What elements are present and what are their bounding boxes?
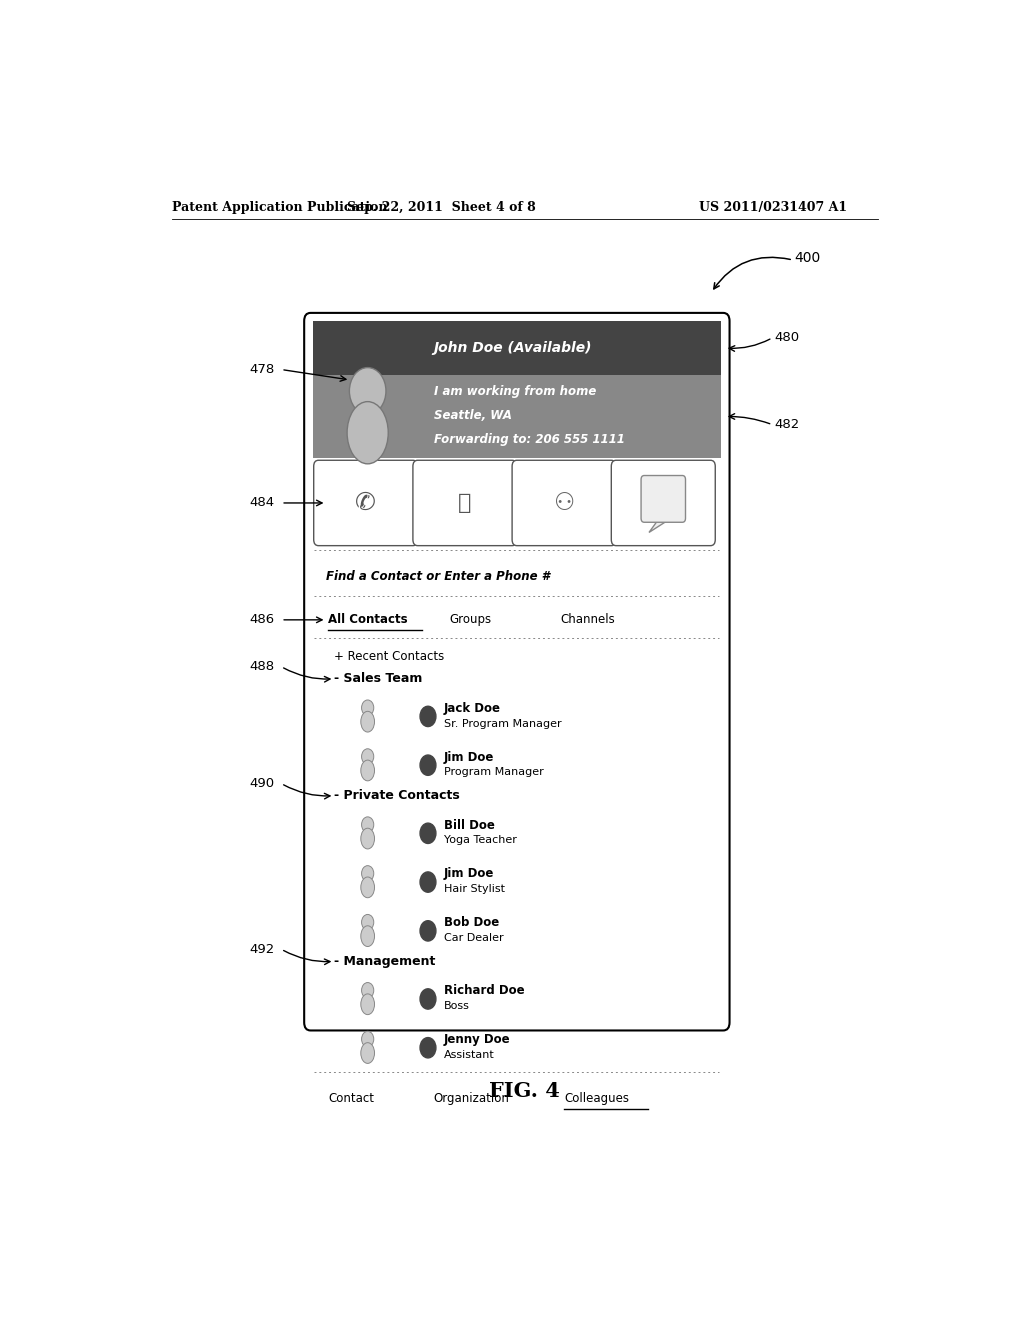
- Bar: [313, 321, 721, 375]
- Text: Bill Doe: Bill Doe: [443, 818, 495, 832]
- Text: Sep. 22, 2011  Sheet 4 of 8: Sep. 22, 2011 Sheet 4 of 8: [347, 201, 536, 214]
- Text: 480: 480: [775, 331, 800, 345]
- Text: - Private Contacts: - Private Contacts: [334, 789, 460, 803]
- Text: 492: 492: [250, 942, 274, 956]
- Ellipse shape: [360, 994, 375, 1015]
- Circle shape: [420, 824, 436, 843]
- Circle shape: [420, 1038, 436, 1057]
- FancyBboxPatch shape: [512, 461, 616, 545]
- Text: Seattle, WA: Seattle, WA: [433, 409, 512, 422]
- Circle shape: [361, 748, 374, 764]
- Circle shape: [361, 915, 374, 931]
- Text: Yoga Teacher: Yoga Teacher: [443, 836, 517, 845]
- Text: Groups: Groups: [450, 614, 492, 627]
- Text: 488: 488: [250, 660, 274, 673]
- Text: Hair Stylist: Hair Stylist: [443, 884, 505, 894]
- Text: Richard Doe: Richard Doe: [443, 985, 524, 998]
- Polygon shape: [649, 519, 671, 532]
- Text: 478: 478: [250, 363, 274, 376]
- Text: Boss: Boss: [443, 1001, 470, 1011]
- Text: 482: 482: [775, 418, 800, 432]
- Text: Bob Doe: Bob Doe: [443, 916, 499, 929]
- Circle shape: [420, 706, 436, 726]
- Ellipse shape: [360, 711, 375, 733]
- Text: Assistant: Assistant: [443, 1049, 495, 1060]
- Circle shape: [349, 367, 386, 414]
- Text: Jim Doe: Jim Doe: [443, 751, 495, 763]
- Circle shape: [420, 921, 436, 941]
- Text: Forwarding to: 206 555 1111: Forwarding to: 206 555 1111: [433, 433, 625, 446]
- Text: Contact: Contact: [328, 1092, 374, 1105]
- FancyBboxPatch shape: [641, 475, 685, 523]
- Text: - Management: - Management: [334, 954, 435, 968]
- Text: Jim Doe: Jim Doe: [443, 867, 495, 880]
- Text: ⚇: ⚇: [554, 491, 574, 515]
- FancyBboxPatch shape: [413, 461, 517, 545]
- Circle shape: [361, 700, 374, 715]
- Circle shape: [361, 982, 374, 998]
- Text: - Sales Team: - Sales Team: [334, 672, 423, 685]
- Text: FIG. 4: FIG. 4: [489, 1081, 560, 1101]
- FancyBboxPatch shape: [304, 313, 729, 1031]
- Text: 486: 486: [250, 614, 274, 627]
- Text: 484: 484: [250, 496, 274, 510]
- Circle shape: [361, 1031, 374, 1047]
- Ellipse shape: [360, 925, 375, 946]
- Text: Jack Doe: Jack Doe: [443, 702, 501, 714]
- Text: All Contacts: All Contacts: [328, 614, 408, 627]
- Bar: [313, 375, 721, 458]
- Circle shape: [361, 817, 374, 833]
- Text: Organization: Organization: [433, 1092, 509, 1105]
- Circle shape: [420, 873, 436, 892]
- Text: John Doe (Available): John Doe (Available): [433, 341, 592, 355]
- FancyBboxPatch shape: [313, 461, 418, 545]
- Text: Colleagues: Colleagues: [564, 1092, 630, 1105]
- Text: + Recent Contacts: + Recent Contacts: [334, 649, 444, 663]
- Text: Patent Application Publication: Patent Application Publication: [172, 201, 387, 214]
- Text: 400: 400: [795, 251, 821, 265]
- Ellipse shape: [360, 760, 375, 781]
- Ellipse shape: [360, 876, 375, 898]
- FancyBboxPatch shape: [611, 461, 715, 545]
- Text: ✆: ✆: [355, 491, 376, 515]
- Ellipse shape: [347, 401, 388, 463]
- Text: ⏰: ⏰: [458, 492, 472, 513]
- Text: US 2011/0231407 A1: US 2011/0231407 A1: [699, 201, 848, 214]
- Text: Program Manager: Program Manager: [443, 767, 544, 777]
- Text: Sr. Program Manager: Sr. Program Manager: [443, 718, 561, 729]
- Text: I am working from home: I am working from home: [433, 385, 596, 399]
- Ellipse shape: [360, 828, 375, 849]
- Text: Find a Contact or Enter a Phone #: Find a Contact or Enter a Phone #: [327, 570, 550, 582]
- Text: Jenny Doe: Jenny Doe: [443, 1034, 511, 1047]
- Ellipse shape: [360, 1043, 375, 1064]
- Circle shape: [361, 866, 374, 882]
- Circle shape: [420, 989, 436, 1008]
- Text: Car Dealer: Car Dealer: [443, 933, 504, 942]
- Circle shape: [420, 755, 436, 775]
- Text: Channels: Channels: [560, 614, 615, 627]
- Text: 490: 490: [250, 777, 274, 789]
